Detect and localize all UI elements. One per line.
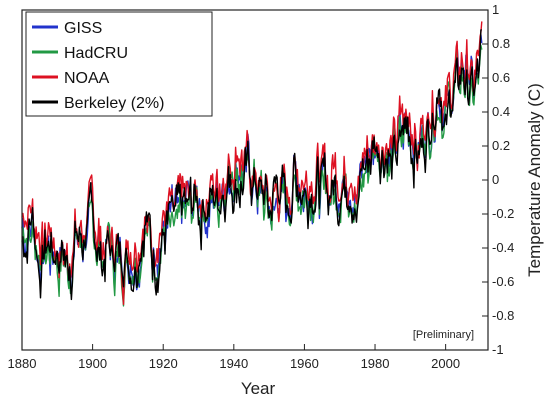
y-tick-label: 0: [492, 172, 499, 187]
y-tick-label: -0.8: [492, 308, 514, 323]
x-tick-label: 1920: [149, 356, 178, 371]
y-tick-label: 0.8: [492, 36, 510, 51]
x-tick-label: 1880: [8, 356, 37, 371]
x-axis-title: Year: [241, 379, 276, 398]
legend: GISS HadCRU NOAA Berkeley (2%): [25, 11, 213, 117]
y-tick-label: 0.4: [492, 104, 510, 119]
legend-box: [25, 11, 213, 117]
y-tick-label: -1: [492, 342, 504, 357]
x-tick-label: 2000: [431, 356, 460, 371]
y-axis-title: Temperature Anomaly (C): [525, 83, 544, 277]
x-tick-label: 1980: [361, 356, 390, 371]
legend-label-giss: GISS: [64, 20, 102, 37]
legend-label-noaa: NOAA: [64, 70, 110, 87]
x-tick-label: 1940: [219, 356, 248, 371]
x-tick-label: 1960: [290, 356, 319, 371]
preliminary-note: [Preliminary]: [413, 329, 474, 341]
y-tick-label: 1: [492, 2, 499, 17]
x-axis: 1880 1900 1920 1940 1960 1980 2000: [8, 344, 460, 371]
series-layer: [21, 21, 483, 307]
x-tick-label: 1900: [78, 356, 107, 371]
y-axis: -1 -0.8 -0.6 -0.4 -0.2 0 0.2 0.4 0.6 0.8 1: [482, 2, 514, 357]
y-tick-label: -0.6: [492, 274, 514, 289]
y-tick-label: -0.4: [492, 240, 514, 255]
series-line: [21, 29, 483, 301]
y-tick-label: -0.2: [492, 206, 514, 221]
legend-label-hadcru: HadCRU: [64, 45, 128, 62]
legend-label-berkeley: Berkeley (2%): [64, 95, 164, 112]
y-tick-label: 0.6: [492, 70, 510, 85]
y-tick-label: 0.2: [492, 138, 510, 153]
